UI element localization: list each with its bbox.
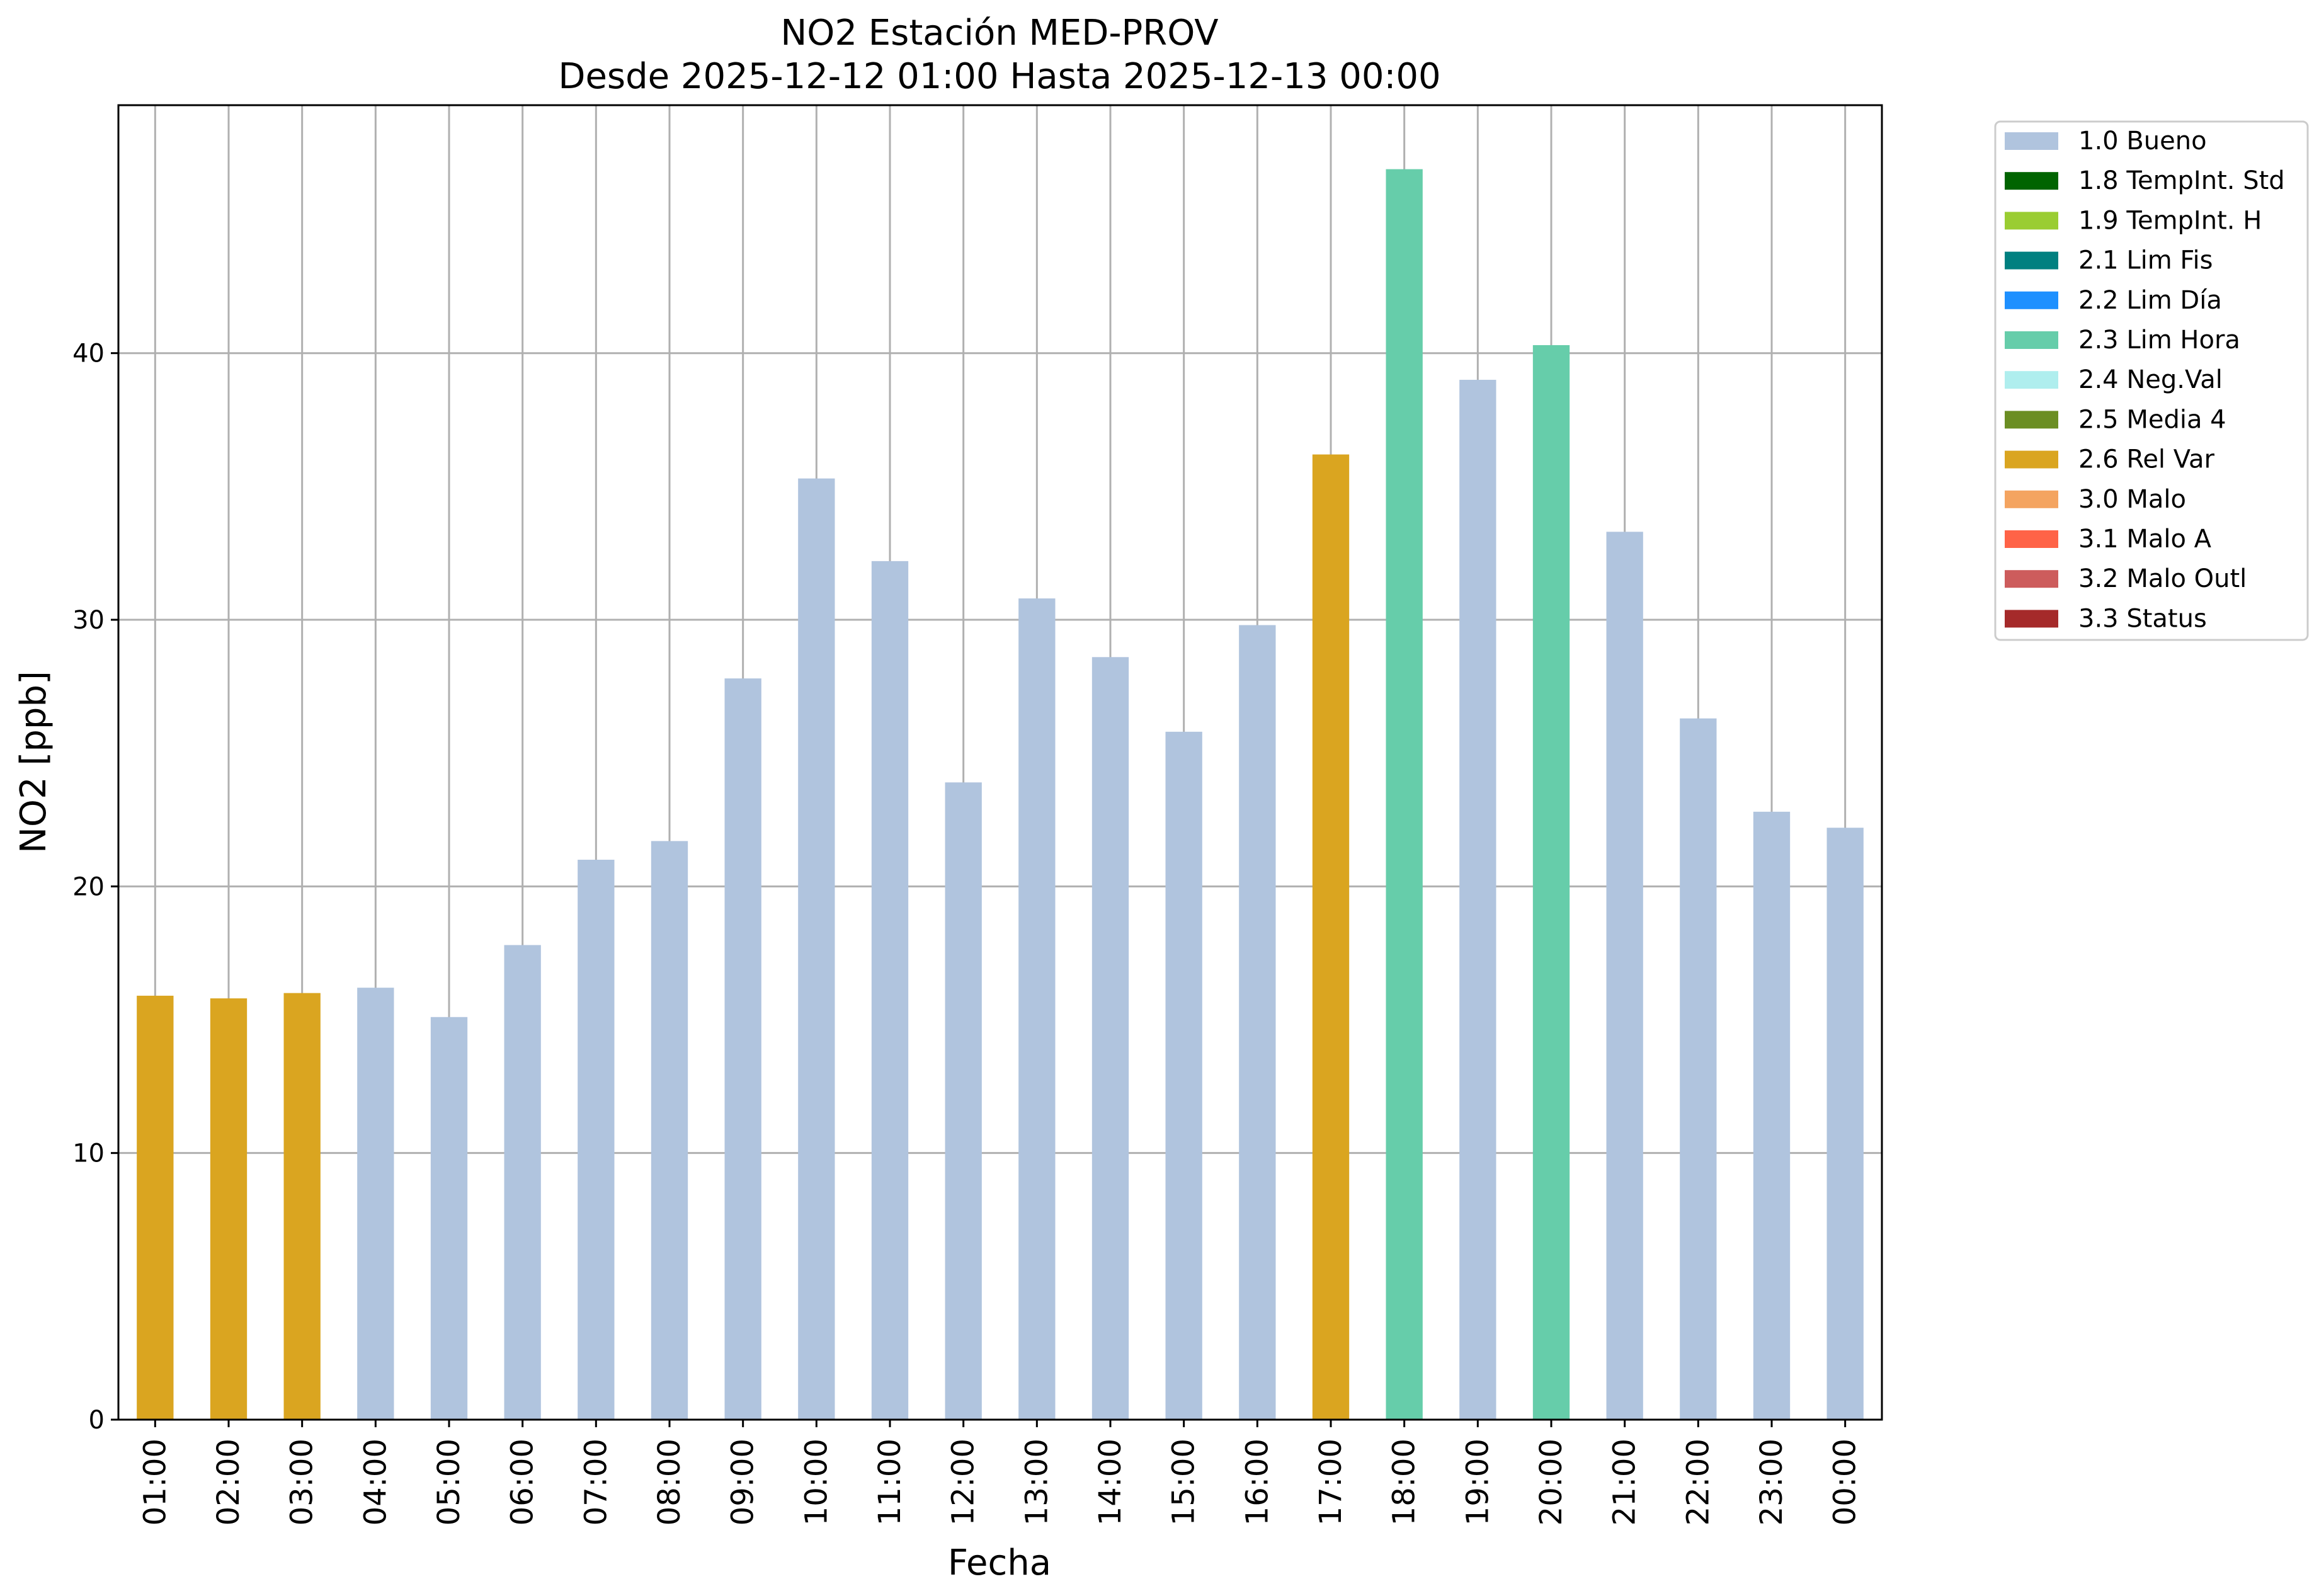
- bar: [137, 995, 174, 1420]
- x-tick-label: 14:00: [1093, 1439, 1128, 1525]
- legend-label: 3.1 Malo A: [2078, 525, 2212, 554]
- x-tick-label: 15:00: [1166, 1439, 1202, 1525]
- bar: [1018, 598, 1056, 1420]
- y-axis: 0 10 20 30 40: [72, 339, 118, 1435]
- legend-swatch: [2005, 610, 2058, 628]
- bar: [1312, 454, 1350, 1420]
- x-tick-label: 21:00: [1607, 1439, 1643, 1525]
- bar: [1532, 345, 1570, 1420]
- legend-swatch: [2005, 490, 2058, 508]
- bar: [430, 1017, 468, 1420]
- bar: [1091, 657, 1129, 1420]
- chart-subtitle: Desde 2025-12-12 01:00 Hasta 2025-12-13 …: [558, 56, 1440, 97]
- legend-label: 3.2 Malo Outl: [2078, 564, 2247, 593]
- legend-label: 1.8 TempInt. Std: [2078, 166, 2285, 195]
- legend-swatch: [2005, 570, 2058, 588]
- x-tick-label: 07:00: [578, 1439, 613, 1525]
- legend-frame: [1994, 120, 2309, 641]
- legend-swatch: [2005, 172, 2058, 190]
- legend-label: 1.0 Bueno: [2078, 127, 2207, 156]
- x-tick-label: 02:00: [211, 1439, 246, 1525]
- legend-swatch: [2005, 371, 2058, 389]
- bar: [798, 478, 835, 1420]
- x-axis-label: Fecha: [948, 1542, 1051, 1583]
- bar: [504, 945, 541, 1420]
- bar: [945, 782, 982, 1420]
- legend-label: 3.0 Malo: [2078, 485, 2186, 514]
- legend-swatch: [2005, 450, 2058, 469]
- x-tick-label: 20:00: [1534, 1439, 1569, 1525]
- bars: [137, 169, 1864, 1420]
- x-tick-label: 22:00: [1680, 1439, 1716, 1525]
- x-tick-label: 12:00: [946, 1439, 981, 1525]
- legend-label: 2.1 Lim Fis: [2078, 246, 2213, 275]
- legend-label: 2.3 Lim Hora: [2078, 326, 2240, 355]
- x-tick-label: 18:00: [1387, 1439, 1422, 1525]
- x-tick-label: 09:00: [726, 1439, 761, 1525]
- bar: [1165, 731, 1202, 1420]
- legend-label: 2.5 Media 4: [2078, 405, 2226, 434]
- x-axis: 01:00 02:00 03:00 04:00 05:00 06:00 07:00 08:00…: [137, 1420, 1863, 1525]
- bar: [1753, 811, 1791, 1420]
- y-axis-label: NO2 [ppb]: [13, 671, 54, 853]
- x-tick-label: 10:00: [799, 1439, 834, 1525]
- legend-swatch: [2005, 212, 2058, 230]
- x-tick-label: 16:00: [1239, 1439, 1275, 1525]
- legend: 1.0 Bueno 1.8 TempInt. Std 1.9 TempInt. H 2…: [1994, 120, 2309, 641]
- bar: [1606, 532, 1643, 1420]
- legend-swatch: [2005, 331, 2058, 349]
- x-tick-label: 11:00: [872, 1439, 908, 1525]
- bar: [1386, 169, 1423, 1420]
- legend-label: 2.2 Lim Día: [2078, 286, 2222, 315]
- y-tick-label: 10: [72, 1139, 105, 1168]
- y-tick-label: 0: [89, 1406, 105, 1435]
- legend-swatch: [2005, 132, 2058, 150]
- legend-label: 1.9 TempInt. H: [2078, 206, 2262, 235]
- y-tick-label: 20: [72, 872, 105, 901]
- x-tick-label: 13:00: [1019, 1439, 1054, 1525]
- legend-swatch: [2005, 411, 2058, 429]
- bar: [651, 841, 688, 1420]
- y-tick-label: 40: [72, 339, 105, 368]
- legend-label: 2.4 Neg.Val: [2078, 365, 2223, 394]
- x-tick-label: 17:00: [1313, 1439, 1348, 1525]
- x-tick-label: 19:00: [1460, 1439, 1495, 1525]
- y-tick-label: 30: [72, 606, 105, 635]
- bar: [1459, 380, 1496, 1420]
- legend-label: 2.6 Rel Var: [2078, 445, 2215, 474]
- legend-swatch: [2005, 530, 2058, 548]
- x-tick-label: 01:00: [137, 1439, 173, 1525]
- chart-title: NO2 Estación MED-PROV: [780, 13, 1218, 54]
- x-tick-label: 04:00: [358, 1439, 393, 1525]
- legend-label: 3.3 Status: [2078, 604, 2207, 633]
- bar: [871, 561, 909, 1420]
- x-tick-label: 05:00: [431, 1439, 467, 1525]
- bar: [1239, 625, 1276, 1420]
- x-tick-label: 03:00: [285, 1439, 320, 1525]
- x-tick-label: 23:00: [1754, 1439, 1789, 1525]
- bar: [210, 998, 248, 1420]
- bar: [1826, 828, 1864, 1420]
- bar: [357, 988, 394, 1420]
- legend-swatch: [2005, 251, 2058, 270]
- x-tick-label: 06:00: [505, 1439, 540, 1525]
- x-tick-label: 00:00: [1828, 1439, 1863, 1525]
- bar: [283, 993, 321, 1420]
- bar: [1680, 718, 1717, 1420]
- x-tick-label: 08:00: [652, 1439, 687, 1525]
- plot-frame: [117, 104, 1883, 1421]
- bar: [724, 678, 761, 1420]
- bar: [578, 860, 615, 1420]
- legend-swatch: [2005, 291, 2058, 309]
